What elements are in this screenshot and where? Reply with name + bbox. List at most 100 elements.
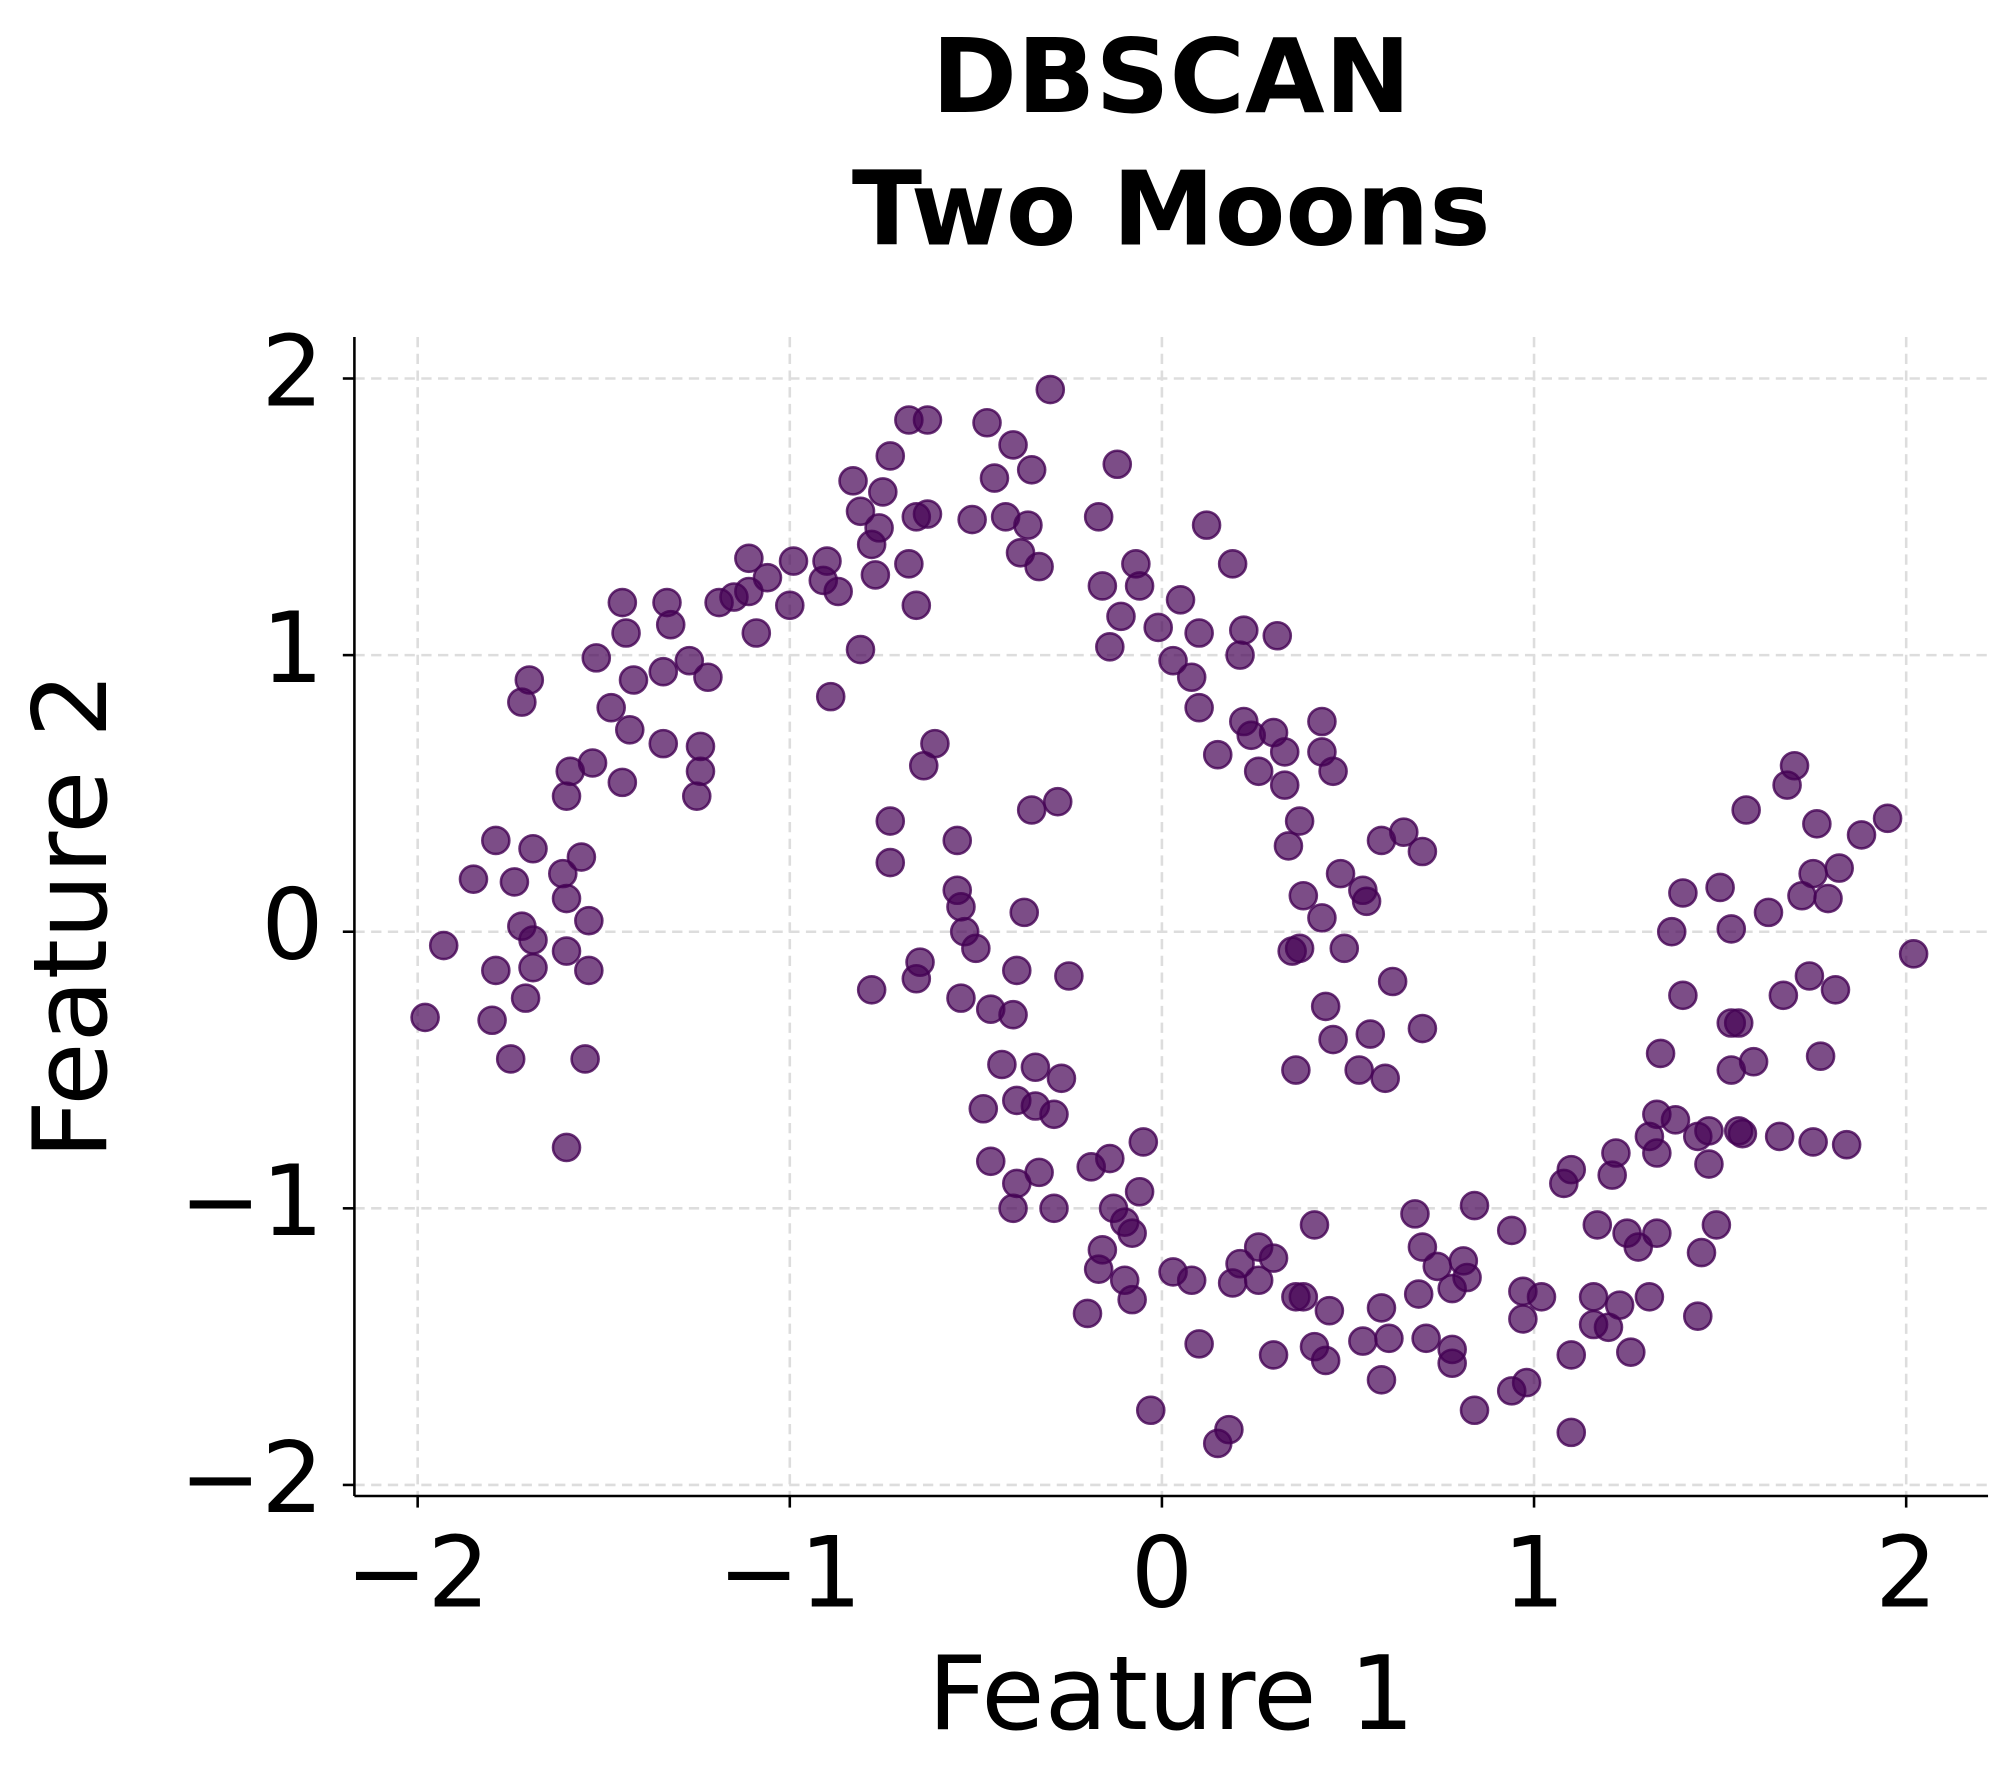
point [1344,1055,1374,1085]
point [1668,878,1698,908]
point [1727,1118,1758,1149]
point [1820,975,1851,1005]
point [1377,966,1408,997]
point [1184,618,1214,648]
point [1307,903,1337,933]
point [968,1093,999,1124]
point [734,543,764,574]
point [875,806,906,836]
point [1437,1348,1467,1379]
point [864,513,894,543]
point [1805,1041,1836,1071]
point [778,546,809,576]
point [823,576,853,607]
point [566,842,597,872]
point [1281,1055,1311,1085]
point [1723,1008,1754,1038]
point [1366,1365,1397,1395]
point [596,692,626,723]
point [681,781,712,811]
point [1310,991,1341,1022]
point [1284,806,1315,836]
point [507,687,537,717]
point [551,883,582,914]
point [1705,872,1735,903]
point [1024,551,1054,582]
point [1556,1154,1587,1185]
y-tick-label: 0 [261,869,323,983]
point [815,681,846,712]
point [1716,914,1747,944]
point [845,496,876,527]
point [1016,454,1047,485]
point [1258,1243,1289,1273]
point [648,728,679,759]
point [942,825,973,856]
point [912,499,943,529]
point [1411,1323,1441,1354]
point [1325,858,1356,889]
point [518,925,548,955]
point [998,430,1028,460]
point [1013,510,1043,540]
point [1124,571,1155,601]
point [1106,601,1136,632]
x-tick-label: −1 [718,1516,862,1630]
point [1508,1304,1538,1334]
point [1046,1063,1077,1094]
point [1310,1345,1341,1376]
point [1682,1301,1713,1332]
point [1225,640,1255,670]
point [1009,897,1040,928]
point [1824,853,1854,883]
point [1273,831,1304,861]
point [1117,1218,1147,1249]
point [1176,662,1207,693]
point [1694,1149,1724,1179]
point [574,905,604,936]
point [1496,1215,1527,1246]
point [1831,1129,1862,1160]
point [946,892,976,922]
point [1184,692,1214,723]
point [1039,1099,1069,1130]
point [495,1044,526,1074]
x-tick-label: 0 [1131,1516,1193,1630]
point [1202,739,1233,770]
point [875,847,906,878]
x-axis-label: Feature 1 [928,1634,1415,1754]
point [1288,880,1319,911]
point [1262,620,1293,651]
point [1284,933,1315,964]
point [510,983,541,1013]
y-tick-label: −2 [179,1422,323,1536]
point [1526,1282,1557,1312]
point [551,936,582,966]
point [1288,1282,1319,1312]
point [1318,756,1348,787]
point [1694,1116,1724,1146]
y-tick-label: −1 [179,1145,323,1259]
point [1798,858,1828,889]
point [551,1132,582,1163]
point [581,643,612,673]
point [1228,615,1259,646]
point [1329,933,1360,964]
point [860,560,891,590]
point [1087,571,1118,601]
x-tick-label: −2 [346,1516,490,1630]
point [1243,756,1274,787]
point [1054,961,1084,991]
point [1389,817,1419,847]
point [1366,1293,1397,1323]
point [1024,1157,1054,1188]
point [1779,750,1810,781]
point [1269,737,1300,767]
point [1794,961,1825,991]
point [611,618,641,648]
point [1604,1290,1635,1320]
point [1307,706,1337,737]
y-tick-label: 2 [261,315,323,429]
chart-title: DBSCAN [932,17,1411,137]
point [1035,374,1066,405]
